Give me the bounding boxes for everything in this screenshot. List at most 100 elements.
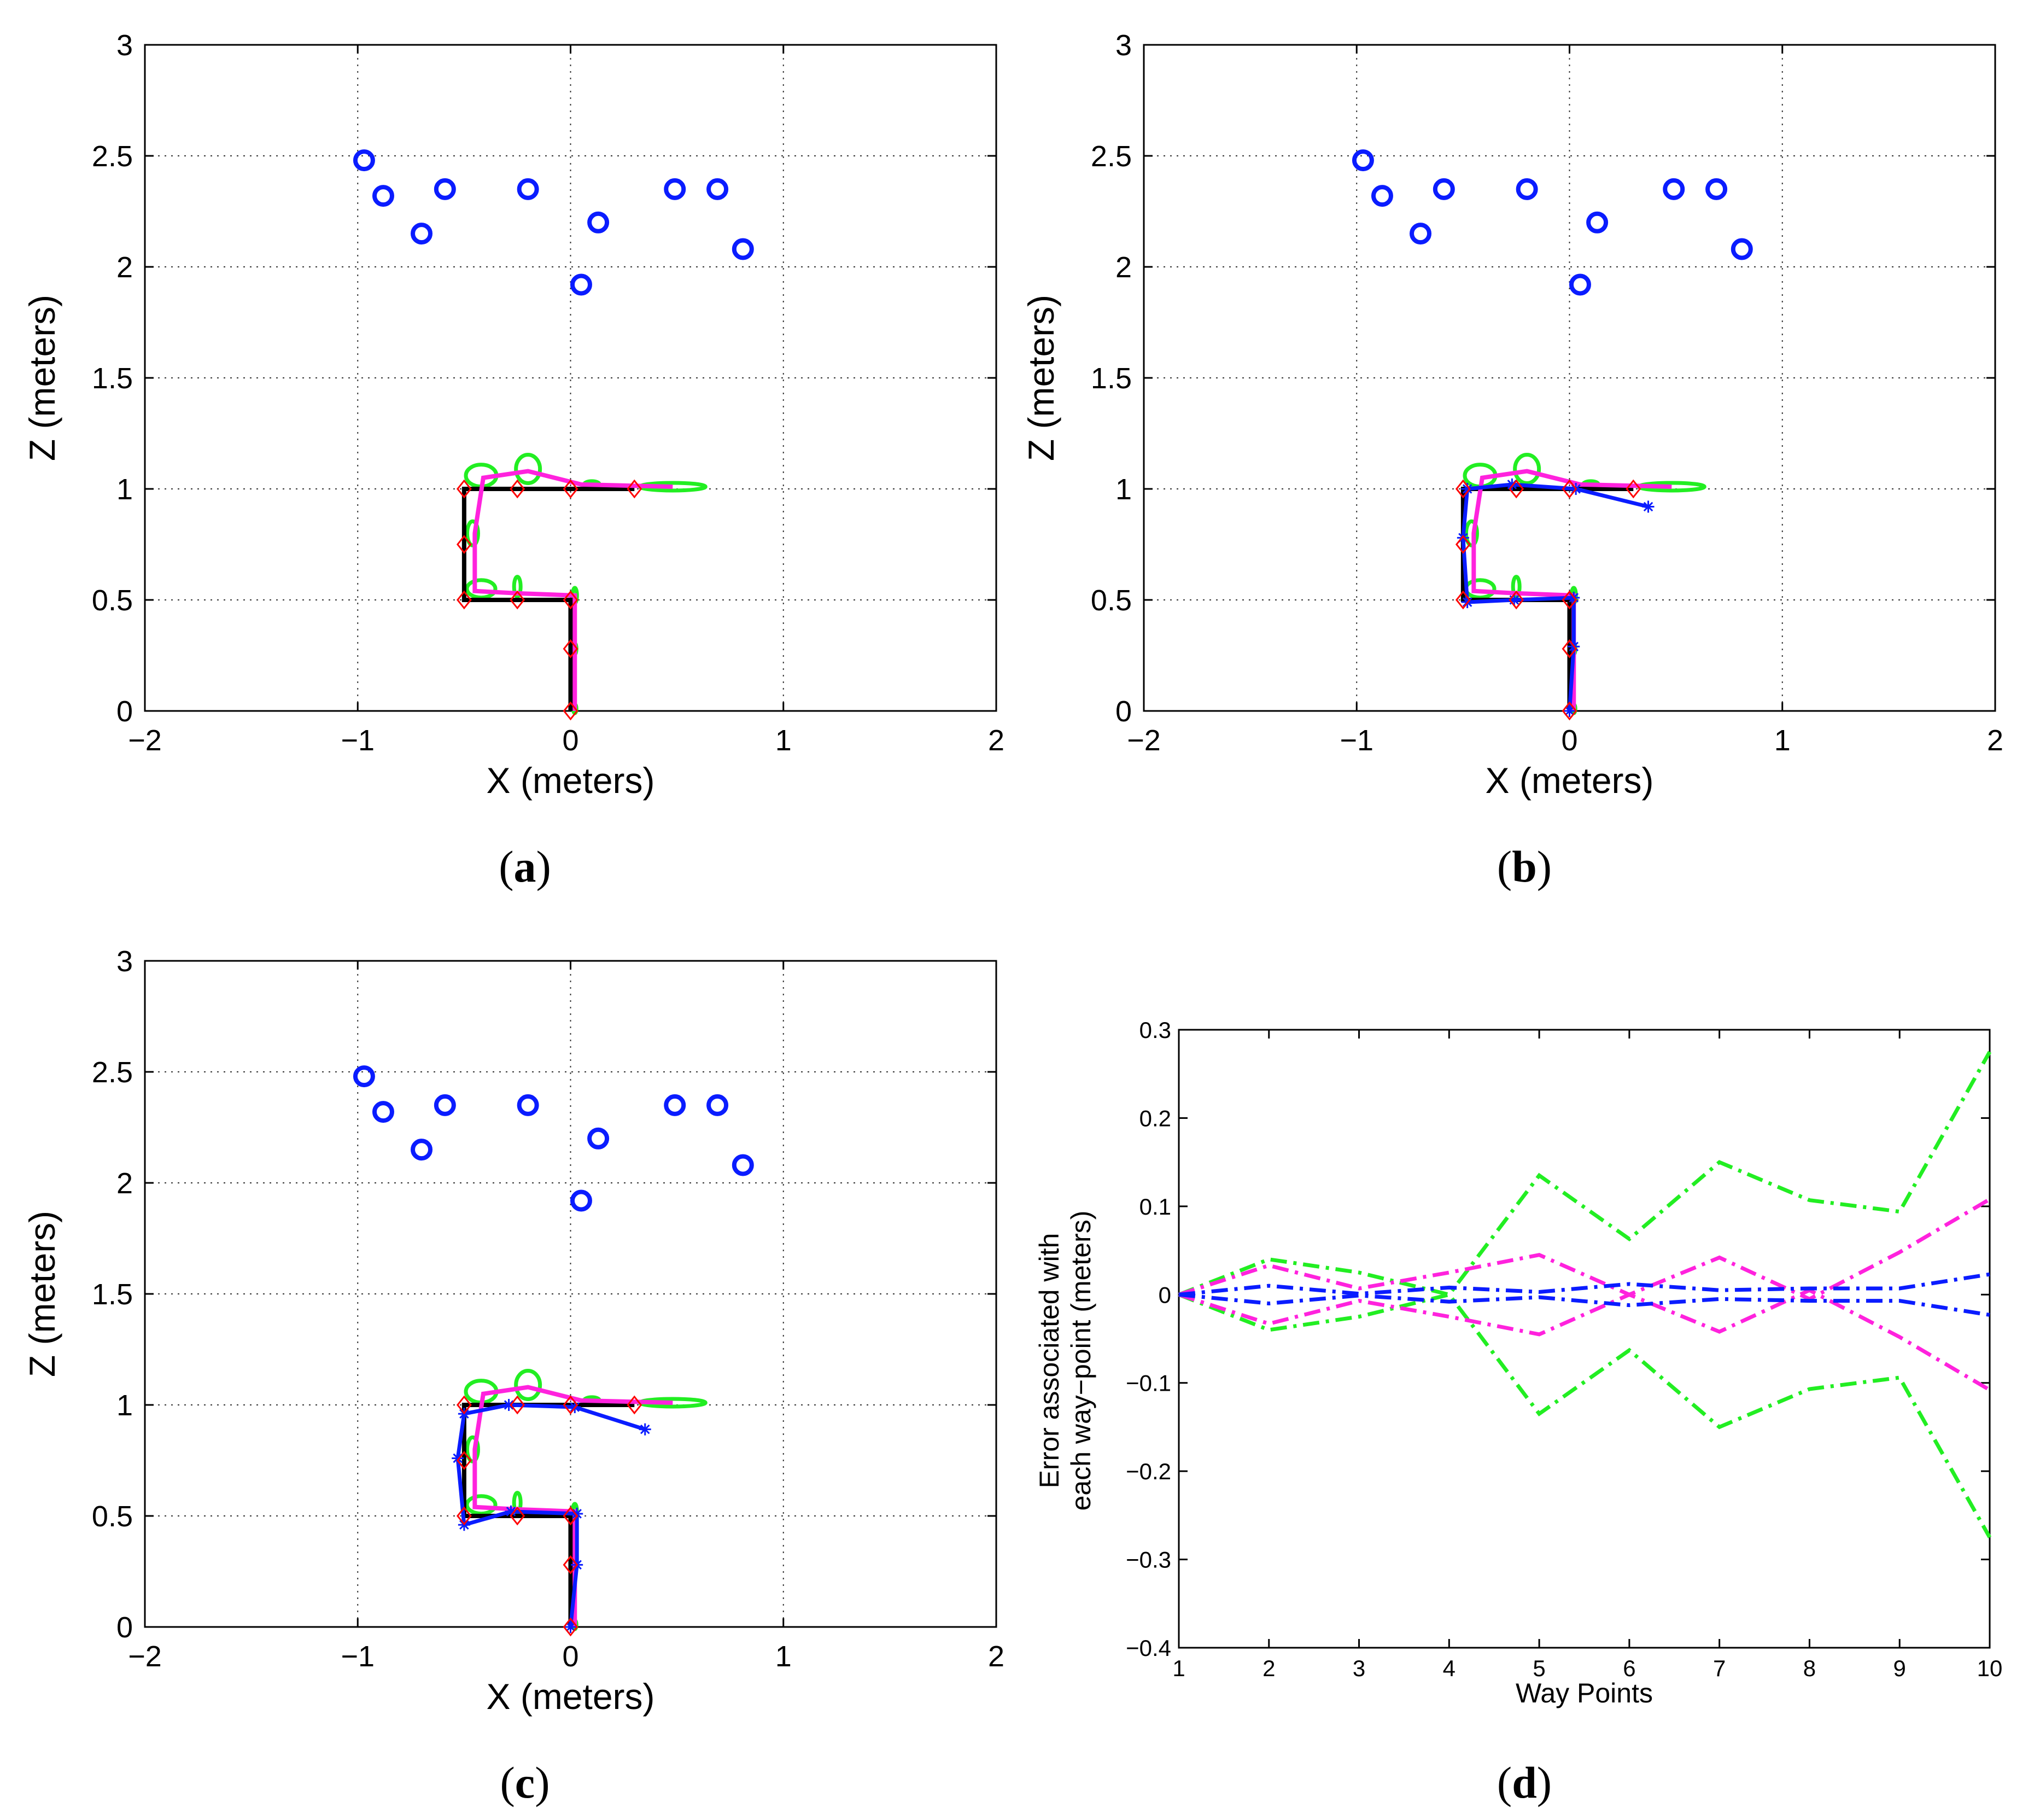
y-axis-label-line: each way−point (meters) (1066, 1211, 1096, 1511)
waypoint-marker (1509, 590, 1524, 610)
x-tick-label: 3 (1353, 1655, 1365, 1681)
landmark-point (353, 1065, 375, 1088)
panel-d: 1 2 3 4 5 6 7 8 9 10 −0.4 −0.3 −0.2 −0.1 0 0.1 0.2 0.3 Way… (1034, 1017, 2002, 1807)
landmark-point (1705, 178, 1728, 200)
landmark-point (434, 178, 456, 200)
x-tick-label: 2 (1987, 724, 2003, 757)
landmark-point (664, 1094, 686, 1116)
robot-path-point (639, 1423, 651, 1436)
waypoint-marker (456, 535, 472, 554)
true-path (461, 487, 635, 711)
y-axis-label: Z (meters) (1021, 295, 1061, 461)
x-tick-label: 9 (1893, 1655, 1906, 1681)
uncertainty-ellipse (465, 1494, 498, 1516)
landmark-point (732, 1154, 754, 1176)
caption-paren-close: ) (1537, 1758, 1552, 1807)
star-stroke (504, 1400, 514, 1410)
y-tick-label: 0 (116, 695, 133, 728)
panel-a: −2 −1 0 1 2 0 0.5 1 1.5 2 2.5 3 X (meters) Z (meters)… (22, 29, 1004, 891)
waypoint-marker (510, 1395, 525, 1415)
x-tick-label: 5 (1533, 1655, 1545, 1681)
plot-area (1179, 1030, 1990, 1648)
star-stroke (1462, 484, 1472, 494)
x-tick-label: −2 (128, 724, 162, 757)
error-series-line (1178, 1197, 1991, 1302)
landmark-point (434, 1094, 456, 1116)
waypoint-marker (456, 1451, 472, 1470)
x-tick-label: −2 (128, 1640, 162, 1673)
waypoint-marker (627, 1395, 642, 1415)
y-tick-label: 2.5 (92, 1056, 133, 1089)
y-tick-label: 3 (1115, 29, 1132, 62)
x-axis-label: Way Points (1516, 1678, 1653, 1708)
y-axis-label-line: Error associated with (1034, 1233, 1065, 1489)
robot-path-point (1563, 705, 1576, 717)
waypoint-marker (1455, 479, 1471, 499)
y-tick-label: 0.5 (92, 584, 133, 617)
landmark-point (1352, 149, 1374, 172)
landmark-point (706, 178, 729, 200)
y-tick-label: 2 (116, 251, 133, 284)
landmark-point (411, 1139, 433, 1161)
landmark-point (570, 273, 592, 296)
waypoint-marker (456, 1395, 472, 1415)
star-stroke (572, 1509, 582, 1519)
caption-paren-close: ) (535, 1758, 550, 1807)
waypoint-marker (456, 479, 472, 499)
x-axis-label: X (meters) (486, 760, 654, 801)
landmark-point (1433, 178, 1455, 200)
waypoint-marker (456, 590, 472, 610)
robot-path (1461, 482, 1649, 711)
waypoint-marker (510, 590, 525, 610)
landmark-point (664, 178, 686, 200)
caption-paren-open: ( (499, 842, 513, 891)
waypoint-marker (510, 1506, 525, 1526)
robot-path-point (1461, 483, 1474, 495)
waypoint-marker (563, 479, 578, 499)
estimated-path (472, 469, 673, 711)
waypoint-marker (563, 701, 578, 721)
waypoint-marker (1562, 590, 1577, 610)
x-tick-label: −1 (341, 1640, 375, 1673)
x-tick-label: 1 (775, 724, 792, 757)
error-series-line (1178, 1051, 1992, 1297)
landmark-point (1663, 178, 1685, 200)
landmark-point (372, 185, 394, 207)
uncertainty-ellipse (1511, 575, 1522, 599)
robot-path-point (1642, 500, 1655, 513)
y-tick-label: −0.3 (1126, 1547, 1171, 1573)
robot-path-point (502, 1399, 515, 1411)
error-series-line (1178, 1292, 1992, 1538)
waypoint-marker (563, 1506, 578, 1526)
landmark-point (1516, 178, 1538, 200)
waypoint-marker (1562, 479, 1577, 499)
y-tick-label: 0 (1159, 1282, 1171, 1308)
x-tick-label: 10 (1977, 1655, 2003, 1681)
waypoint-marker (1562, 639, 1577, 658)
star-stroke (565, 1622, 576, 1632)
y-tick-label: 1 (116, 1389, 133, 1422)
error-series-line (1178, 1288, 1991, 1392)
star-stroke (640, 1424, 650, 1434)
uncertainty-ellipse (1513, 452, 1541, 485)
x-tick-label: −2 (1127, 724, 1161, 757)
y-tick-label: 1 (116, 473, 133, 506)
caption-paren-open: ( (500, 1758, 515, 1807)
caption-paren-open: ( (1497, 1758, 1512, 1807)
y-tick-label: 0.5 (1091, 584, 1132, 617)
landmark-point (517, 178, 539, 200)
y-tick-label: 3 (116, 945, 133, 978)
waypoint-marker (1455, 590, 1471, 610)
landmark-point (1371, 185, 1393, 207)
x-axis-label: X (meters) (1485, 760, 1653, 801)
landmark-point (353, 149, 375, 172)
landmark-point (372, 1101, 394, 1123)
x-tick-label: 7 (1713, 1655, 1726, 1681)
y-tick-label: 0 (116, 1611, 133, 1644)
landmark-point (1731, 238, 1753, 260)
waypoint-marker (627, 479, 642, 499)
y-tick-label: 0.3 (1139, 1017, 1171, 1043)
x-tick-label: 6 (1623, 1655, 1635, 1681)
caption-paren-close: ) (536, 842, 551, 891)
x-axis-label: X (meters) (486, 1676, 654, 1717)
